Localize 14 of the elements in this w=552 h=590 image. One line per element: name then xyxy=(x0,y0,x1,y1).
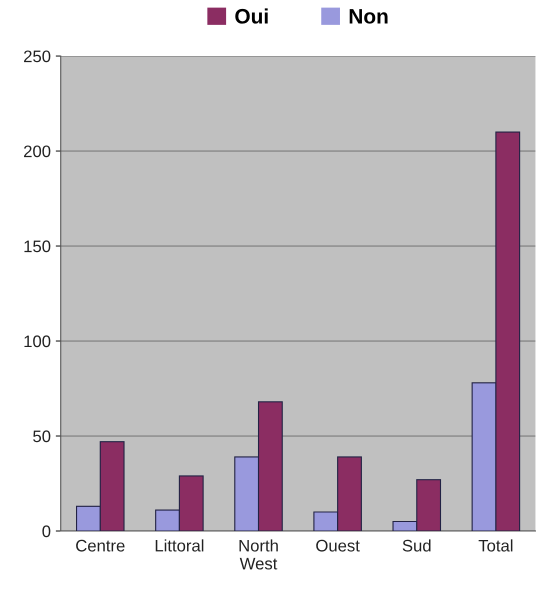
y-tick-label: 200 xyxy=(24,145,50,158)
legend-label: Oui xyxy=(235,8,268,24)
legend-label: Non xyxy=(350,9,388,24)
x-tick-label: North West xyxy=(240,539,278,570)
x-tick-label: Littoral xyxy=(156,539,204,552)
x-tick-label: Total xyxy=(478,539,512,552)
y-tick-label: 250 xyxy=(24,50,50,62)
y-tick-label: 50 xyxy=(33,430,50,442)
x-tick-label: Sud xyxy=(402,539,431,552)
y-tick-label: 100 xyxy=(24,335,50,348)
y-tick-label: 0 xyxy=(42,525,50,538)
x-tick-label: Centre xyxy=(76,540,125,552)
x-tick-label: Ouest xyxy=(316,540,360,552)
y-tick-label: 150 xyxy=(24,240,50,252)
